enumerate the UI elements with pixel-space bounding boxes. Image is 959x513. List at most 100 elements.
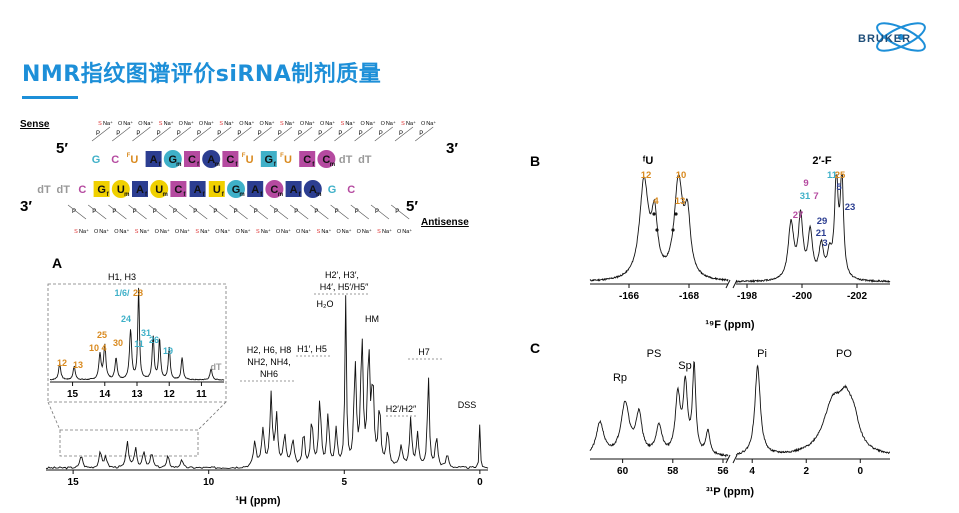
backbone-link xyxy=(273,126,292,142)
backbone-na: Na⁺ xyxy=(160,228,170,235)
backbone-na: Na⁺ xyxy=(180,228,190,235)
backbone-s: S xyxy=(341,121,345,127)
annot-nh2-nh4: NH2, NH4, xyxy=(247,357,291,367)
backbone-s: S xyxy=(317,229,321,235)
peak-dot xyxy=(655,228,659,232)
inset-peak-label: 26 xyxy=(149,335,159,345)
backbone-s: O xyxy=(320,121,325,127)
backbone-p: P xyxy=(193,209,197,215)
backbone-link xyxy=(189,204,208,220)
nucleotide-letter: U xyxy=(155,184,163,196)
b-peak-label: 10 xyxy=(676,170,687,181)
backbone-na: Na⁺ xyxy=(79,228,89,235)
b-peak-label: 5 xyxy=(836,182,842,193)
nucleotide-letter: U xyxy=(213,184,221,196)
backbone-na: Na⁺ xyxy=(99,228,109,235)
b-peak-label: 3 xyxy=(822,238,827,249)
inset-peak-label: 11 xyxy=(134,339,144,349)
nucleotide-letter: C xyxy=(226,154,234,166)
inset-peak-label: dT xyxy=(211,362,222,372)
ps-spectrum-trace xyxy=(589,360,729,458)
b-peak-label: 25 xyxy=(835,170,846,181)
backbone-link xyxy=(91,126,111,142)
backbone-na: Na⁺ xyxy=(366,120,376,127)
twof-spectrum-trace xyxy=(735,174,891,283)
b-peak-label: 29 xyxy=(817,216,828,227)
inset-peak-label: 28 xyxy=(133,288,143,298)
annot-dss: DSS xyxy=(458,400,477,410)
backbone-p: P xyxy=(298,131,302,137)
inset-tick-label: 15 xyxy=(67,389,79,400)
backbone-p: P xyxy=(294,209,298,215)
nucleotide-mod: f xyxy=(197,162,200,168)
nucleotide-letter: dT xyxy=(37,184,51,196)
bruker-atom-icon xyxy=(876,22,926,52)
backbone-link xyxy=(168,204,188,220)
backbone-na: Na⁺ xyxy=(281,228,291,235)
backbone-s: S xyxy=(401,121,405,127)
annot-h2o: H₂O xyxy=(317,299,334,309)
b1-tick-label: -200 xyxy=(792,291,812,302)
nucleotide-letter: G xyxy=(97,184,106,196)
panel-c-31p-spectrum: C 60 58 56 4 2 0 Rp PS Sp Pi PO ³¹P (ppm) xyxy=(530,340,890,498)
annot-h2p-h2pp: H2′/H2″ xyxy=(386,404,417,414)
backbone-link xyxy=(334,126,353,142)
backbone-s: O xyxy=(94,229,99,235)
nucleotide-letter: G xyxy=(232,184,241,196)
backbone-link xyxy=(314,126,333,142)
nucleotide-mod: f xyxy=(145,192,148,198)
backbone-p: P xyxy=(234,209,238,215)
annot-h1-h3: H1, H3 xyxy=(108,272,136,282)
nucleotide-mod: F xyxy=(242,153,246,159)
inset-peak-label: 12 xyxy=(57,358,67,368)
c0-tick-label: 58 xyxy=(667,466,679,477)
backbone-p: P xyxy=(153,209,157,215)
backbone-s: O xyxy=(259,121,264,127)
label-rp: Rp xyxy=(613,372,627,384)
inset-peak-label: 19 xyxy=(163,346,173,356)
nucleotide-mod: m xyxy=(215,162,220,168)
nucleotide-letter: A xyxy=(290,184,298,196)
sense-label: Sense xyxy=(20,119,50,130)
sense-backbone: PS Na⁺PO Na⁺PO Na⁺PS Na⁺PO Na⁺PO Na⁺PS Na⁺PO Na⁺… xyxy=(91,120,436,142)
backbone-p: P xyxy=(355,209,359,215)
nucleotide-mod: m xyxy=(278,192,283,198)
nucleotide-letter: C xyxy=(347,184,355,196)
main-tick-label: 10 xyxy=(203,477,215,488)
nucleotide-letter: G xyxy=(265,154,274,166)
nucleotide-circle xyxy=(150,180,169,198)
panel-b-letter: B xyxy=(530,153,540,169)
backbone-link xyxy=(310,204,329,220)
nucleotide-square xyxy=(184,151,200,167)
backbone-na: Na⁺ xyxy=(241,228,251,235)
nucleotide-mod: f xyxy=(159,162,162,168)
backbone-link xyxy=(269,204,289,220)
backbone-s: S xyxy=(195,229,199,235)
nucleotide-mod: f xyxy=(183,192,186,198)
nucleotide-mod: f xyxy=(203,192,206,198)
inset-peak-label: 30 xyxy=(113,338,123,348)
nucleotide-square xyxy=(170,181,187,197)
panel-c-xlabel: ³¹P (ppm) xyxy=(706,486,754,498)
five-prime-bottom: 5′ xyxy=(406,198,418,215)
backbone-p: P xyxy=(136,131,140,137)
backbone-s: O xyxy=(155,229,160,235)
backbone-na: Na⁺ xyxy=(261,228,271,235)
nucleotide-mod: f xyxy=(274,162,277,168)
backbone-s: O xyxy=(239,121,244,127)
b-peak-label: 23 xyxy=(845,202,856,213)
annot-h4-h5: H4′, H5′/H5″ xyxy=(320,282,369,292)
peak-dot xyxy=(674,212,678,216)
inset-peak-label: 24 xyxy=(121,314,131,324)
three-prime-top: 3′ xyxy=(446,140,458,157)
inset-connector-right xyxy=(197,401,227,431)
antisense-backbone: PS Na⁺PO Na⁺PO Na⁺PS Na⁺PO Na⁺PO Na⁺PS Na⁺PO Na⁺… xyxy=(67,204,412,235)
fu-spectrum-trace xyxy=(589,174,729,282)
backbone-s: S xyxy=(280,121,284,127)
nucleotide-letter: A xyxy=(309,184,317,196)
nucleotide-mod: m xyxy=(330,162,335,168)
backbone-na: Na⁺ xyxy=(406,120,416,127)
nucleotide-square xyxy=(145,151,162,167)
inset-tick-label: 13 xyxy=(131,389,143,400)
